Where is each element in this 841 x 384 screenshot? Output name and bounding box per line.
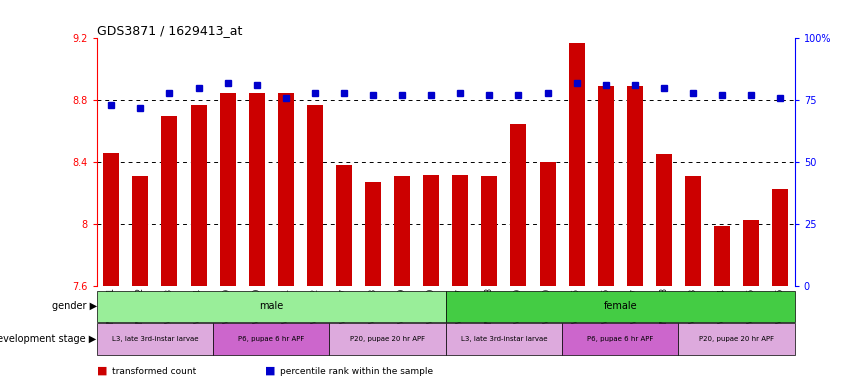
Text: transformed count: transformed count [112, 367, 196, 376]
Bar [679, 323, 795, 354]
Text: GDS3871 / 1629413_at: GDS3871 / 1629413_at [97, 24, 242, 37]
Text: ■: ■ [265, 366, 275, 376]
Text: L3, late 3rd-instar larvae: L3, late 3rd-instar larvae [112, 336, 198, 342]
Text: gender ▶: gender ▶ [51, 301, 97, 311]
Text: L3, late 3rd-instar larvae: L3, late 3rd-instar larvae [461, 336, 547, 342]
Text: P20, pupae 20 hr APF: P20, pupae 20 hr APF [699, 336, 774, 342]
Bar [330, 323, 446, 354]
Bar [656, 154, 672, 286]
Bar [627, 86, 643, 286]
Bar [307, 105, 323, 286]
Bar [772, 189, 788, 286]
Bar [191, 105, 207, 286]
Bar [103, 153, 119, 286]
Text: ■: ■ [97, 366, 107, 376]
Bar [213, 323, 330, 354]
Bar [394, 176, 410, 286]
Text: P6, pupae 6 hr APF: P6, pupae 6 hr APF [238, 336, 304, 342]
Bar [336, 166, 352, 286]
Text: female: female [604, 301, 637, 311]
Bar [220, 93, 235, 286]
Bar [540, 162, 556, 286]
Bar [598, 86, 614, 286]
Text: P6, pupae 6 hr APF: P6, pupae 6 hr APF [587, 336, 653, 342]
Bar [562, 323, 679, 354]
Bar [481, 176, 497, 286]
Text: percentile rank within the sample: percentile rank within the sample [280, 367, 433, 376]
Bar [510, 124, 526, 286]
Bar [423, 175, 439, 286]
Bar [97, 323, 213, 354]
Bar [132, 176, 148, 286]
Text: male: male [259, 301, 283, 311]
Bar [249, 93, 265, 286]
Bar [569, 43, 584, 286]
Bar [446, 291, 795, 322]
Text: P20, pupae 20 hr APF: P20, pupae 20 hr APF [350, 336, 425, 342]
Bar [161, 116, 177, 286]
Bar [714, 226, 730, 286]
Bar [452, 175, 468, 286]
Bar [97, 291, 446, 322]
Bar [365, 182, 381, 286]
Bar [685, 176, 701, 286]
Text: development stage ▶: development stage ▶ [0, 334, 97, 344]
Bar [446, 323, 562, 354]
Bar [743, 220, 759, 286]
Bar [278, 93, 294, 286]
